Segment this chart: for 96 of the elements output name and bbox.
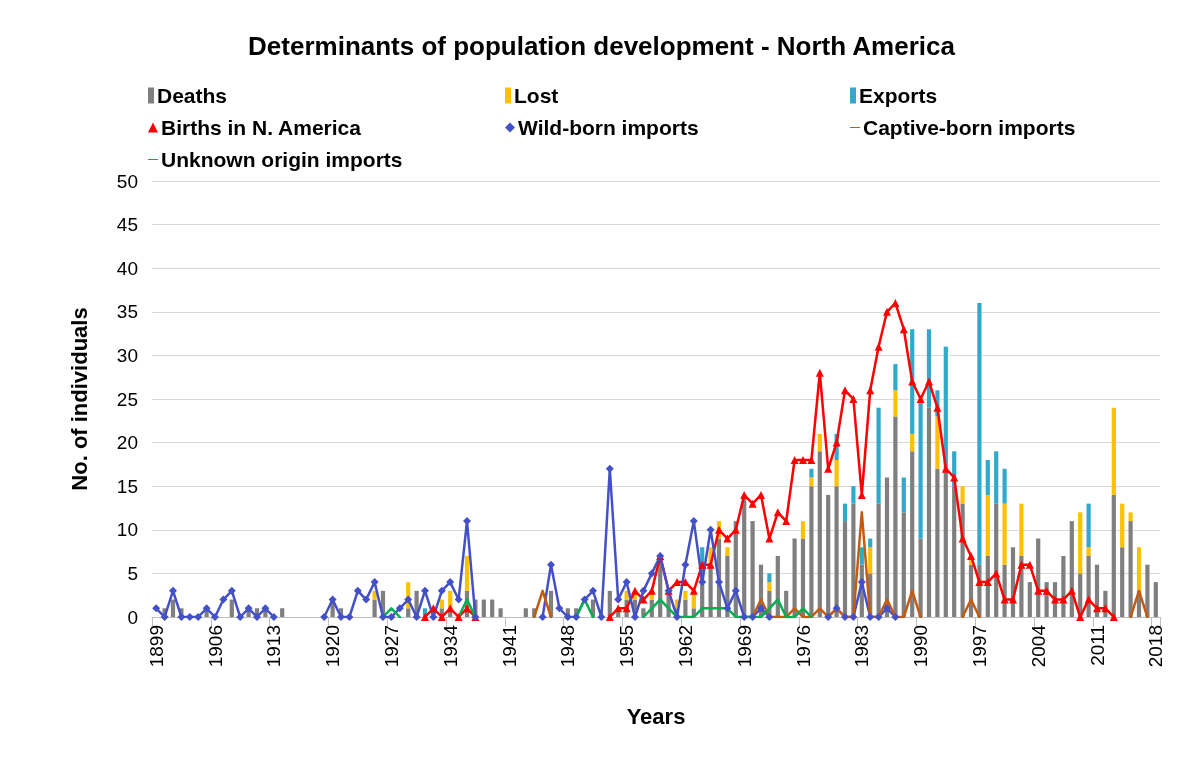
legend-label: Deaths: [157, 84, 228, 107]
bar: [1153, 582, 1158, 617]
y-tick-label: 40: [116, 257, 138, 279]
y-tick-label: 10: [116, 519, 138, 541]
x-tick-label: 1962: [674, 625, 696, 668]
bar: [859, 547, 864, 565]
y-tick-label: 20: [116, 432, 138, 454]
bar: [800, 521, 806, 539]
bar: [910, 451, 915, 617]
bar: [809, 468, 814, 478]
bar: [372, 599, 377, 617]
bar: [868, 547, 873, 574]
bar: [876, 407, 881, 504]
bar: [481, 599, 486, 617]
x-tick-label: 2018: [1145, 625, 1167, 668]
bar: [1120, 503, 1125, 548]
y-tick-label: 35: [116, 301, 138, 323]
y-tick-label: 5: [127, 562, 138, 584]
bar: [683, 599, 688, 617]
x-tick-label: 1899: [145, 625, 167, 668]
bar: [1128, 521, 1133, 617]
y-tick-label: 25: [116, 388, 138, 410]
x-tick-label: 1997: [968, 625, 990, 668]
legend-label: Unknown origin imports: [161, 148, 403, 171]
bar: [994, 451, 999, 504]
bar: [1002, 503, 1007, 565]
x-tick-label: 1969: [733, 625, 755, 668]
x-axis-title: Years: [626, 703, 686, 729]
y-tick-label: 50: [116, 170, 138, 192]
bar: [1111, 407, 1116, 495]
y-tick-label: 45: [116, 214, 138, 236]
bar: [893, 364, 898, 391]
bar: [1086, 503, 1091, 548]
bar: [1145, 564, 1150, 617]
bar: [809, 486, 814, 617]
bar: [842, 503, 848, 522]
bar: [935, 416, 940, 469]
y-tick-label: 15: [116, 475, 138, 497]
bar: [280, 608, 285, 617]
bar: [1002, 468, 1007, 504]
x-tick-label: 1976: [792, 625, 814, 668]
bar: [1128, 512, 1133, 522]
x-tick-label: 1913: [263, 625, 285, 668]
bar: [952, 486, 957, 617]
bar: [490, 599, 495, 617]
bar: [834, 460, 839, 487]
legend-label: Wild-born imports: [518, 116, 699, 139]
x-tick-label: 1934: [439, 624, 461, 668]
x-tick-label: 1948: [557, 625, 579, 668]
bar: [817, 433, 822, 452]
bar: [977, 303, 982, 565]
bar: [464, 555, 470, 591]
bar: [1027, 582, 1032, 617]
bar: [935, 468, 940, 617]
bar: [1120, 547, 1125, 617]
bar: [901, 477, 906, 513]
legend-label: Exports: [859, 84, 938, 107]
y-tick-label: 0: [127, 606, 138, 628]
bar: [1078, 512, 1083, 574]
x-tick-label: 1927: [380, 625, 402, 668]
y-axis-title: No. of individuals: [66, 307, 92, 491]
bar: [1019, 503, 1024, 556]
bar: [834, 486, 839, 617]
chart-title: Determinants of population development - North America: [248, 31, 956, 61]
bar: [1086, 547, 1091, 556]
bar: [985, 494, 990, 556]
bar: [926, 407, 932, 617]
bar: [498, 608, 503, 617]
bar: [960, 486, 965, 504]
x-tick-label: 1906: [204, 625, 226, 668]
x-tick-label: 1920: [322, 625, 344, 668]
x-tick-label: 1941: [498, 625, 520, 668]
y-tick-label: 30: [116, 344, 138, 366]
bar: [170, 599, 176, 617]
bar: [767, 573, 772, 583]
x-tick-label: 1990: [910, 625, 932, 668]
legend-label: Captive-born imports: [863, 116, 1076, 139]
bar: [767, 582, 772, 591]
bar: [910, 433, 915, 452]
bar: [229, 599, 234, 617]
bar: [918, 538, 923, 617]
bar: [809, 477, 814, 487]
bar: [1136, 547, 1142, 591]
bar: [523, 608, 528, 617]
bar: [985, 460, 990, 495]
bar: [817, 451, 822, 617]
x-tick-label: 2011: [1086, 625, 1108, 666]
x-tick-label: 1983: [851, 625, 873, 668]
x-tick-label: 2004: [1027, 624, 1049, 668]
bar: [851, 486, 856, 504]
legend-label: Births in N. America: [161, 116, 362, 139]
bar: [893, 390, 898, 417]
x-tick-label: 1955: [616, 625, 638, 668]
legend-label: Lost: [514, 84, 559, 107]
bar: [725, 547, 730, 556]
bar: [901, 512, 906, 617]
